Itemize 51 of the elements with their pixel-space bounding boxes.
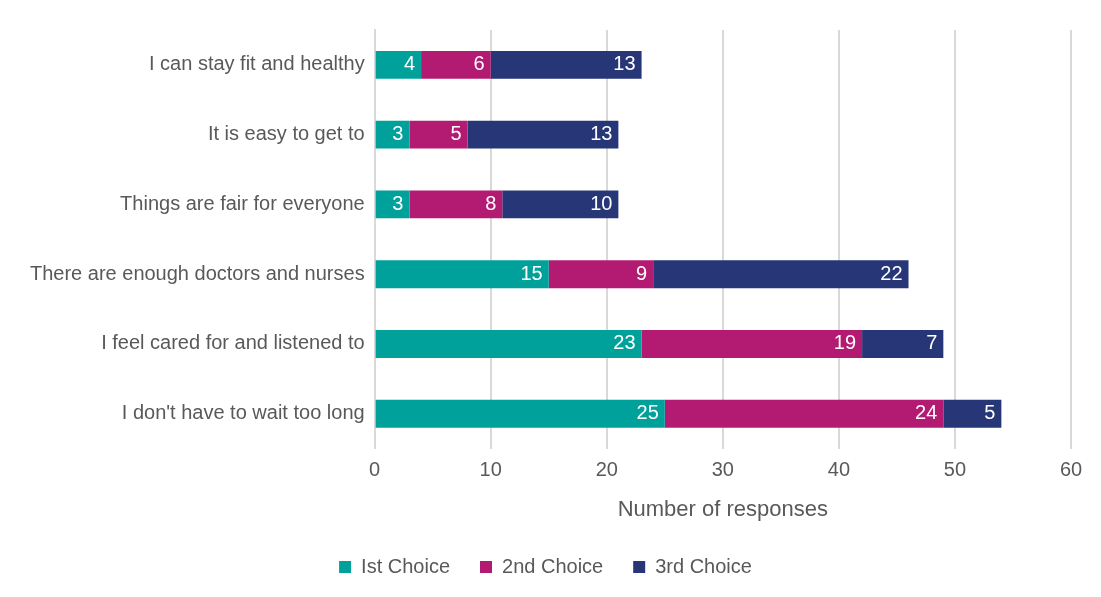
- data-label: 19: [833, 331, 857, 354]
- data-label: 3: [392, 122, 404, 145]
- y-tick-label: There are enough doctors and nurses: [29, 261, 365, 284]
- x-tick-label: 50: [943, 458, 967, 481]
- data-label: 10: [590, 191, 613, 214]
- y-tick-label: Things are fair for everyone: [120, 191, 365, 214]
- bar: [862, 330, 944, 358]
- data-label: 6: [473, 52, 485, 75]
- data-label: 25: [636, 401, 659, 424]
- data-label: 3: [392, 191, 404, 214]
- bar: [502, 190, 619, 219]
- x-tick-label: 20: [595, 458, 618, 481]
- x-axis-title: Number of responses: [617, 495, 828, 521]
- bar: [548, 260, 654, 289]
- x-tick-label: 60: [1059, 458, 1083, 481]
- data-label: 5: [450, 122, 462, 145]
- x-tick-label: 30: [711, 458, 734, 481]
- bar: [409, 190, 503, 219]
- bar: [641, 330, 863, 358]
- y-tick-label: I can stay fit and healthy: [148, 52, 365, 75]
- bar: [375, 50, 422, 79]
- bar: [421, 50, 491, 79]
- data-label: 9: [636, 261, 648, 284]
- bar: [653, 260, 909, 289]
- data-label: 13: [613, 52, 636, 75]
- legend-label: Ist Choice: [361, 554, 451, 577]
- data-label: 4: [403, 52, 416, 75]
- bar: [467, 120, 619, 149]
- data-label: 24: [915, 401, 938, 424]
- data-label: 23: [613, 331, 636, 354]
- x-tick-label: 10: [479, 458, 502, 481]
- bar: [375, 399, 665, 428]
- legend-label: 3rd Choice: [655, 554, 752, 577]
- data-label: 7: [926, 331, 938, 354]
- bar: [664, 399, 944, 428]
- bar: [943, 399, 1002, 428]
- bar: [409, 120, 468, 149]
- bar: [490, 50, 642, 79]
- x-tick-label: 40: [827, 458, 851, 481]
- data-label: 15: [520, 261, 543, 284]
- x-tick-label: 0: [369, 458, 381, 481]
- data-label: 22: [880, 261, 903, 284]
- data-label: 13: [590, 122, 613, 145]
- y-tick-label: It is easy to get to: [207, 122, 365, 145]
- y-tick-label: I feel cared for and listened to: [101, 331, 365, 354]
- data-label: 5: [984, 401, 996, 424]
- y-tick-label: I don't have to wait too long: [121, 401, 365, 424]
- legend-label: 2nd Choice: [502, 554, 604, 577]
- bar: [375, 330, 642, 358]
- bar: [375, 260, 549, 289]
- data-label: 8: [485, 191, 497, 214]
